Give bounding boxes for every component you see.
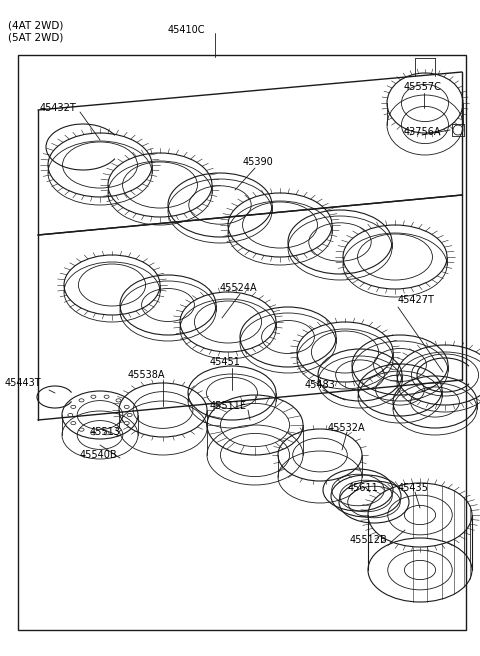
Text: 45390: 45390 bbox=[243, 157, 274, 167]
Ellipse shape bbox=[127, 413, 132, 417]
Text: 45511E: 45511E bbox=[210, 401, 247, 411]
Ellipse shape bbox=[124, 422, 129, 424]
Text: 45435: 45435 bbox=[398, 483, 429, 493]
Text: 45540B: 45540B bbox=[80, 450, 118, 460]
Text: 45532A: 45532A bbox=[328, 423, 366, 433]
Ellipse shape bbox=[104, 432, 109, 435]
Ellipse shape bbox=[91, 432, 96, 435]
Ellipse shape bbox=[79, 399, 84, 402]
Text: 45443T: 45443T bbox=[5, 378, 42, 388]
Text: 45410C: 45410C bbox=[168, 25, 205, 35]
Ellipse shape bbox=[79, 428, 84, 431]
Ellipse shape bbox=[71, 422, 76, 424]
Text: 45512B: 45512B bbox=[350, 535, 388, 545]
Text: 45538A: 45538A bbox=[128, 370, 166, 380]
Ellipse shape bbox=[116, 428, 121, 431]
Ellipse shape bbox=[71, 405, 76, 409]
Text: (5AT 2WD): (5AT 2WD) bbox=[8, 33, 63, 43]
Text: (4AT 2WD): (4AT 2WD) bbox=[8, 20, 63, 30]
Text: 45557C: 45557C bbox=[404, 82, 442, 92]
Text: 45432T: 45432T bbox=[40, 103, 77, 113]
Ellipse shape bbox=[104, 395, 109, 398]
Text: 45427T: 45427T bbox=[398, 295, 435, 305]
Ellipse shape bbox=[68, 413, 73, 417]
Ellipse shape bbox=[91, 395, 96, 398]
Text: 45483: 45483 bbox=[305, 380, 336, 390]
Text: 45513: 45513 bbox=[90, 427, 121, 437]
Text: 45451: 45451 bbox=[210, 357, 241, 367]
Text: 43756A: 43756A bbox=[404, 127, 442, 137]
Text: 45524A: 45524A bbox=[220, 283, 258, 293]
Text: 45611: 45611 bbox=[348, 483, 379, 493]
Ellipse shape bbox=[124, 405, 129, 409]
Ellipse shape bbox=[116, 399, 121, 402]
Bar bbox=[18, 55, 466, 630]
